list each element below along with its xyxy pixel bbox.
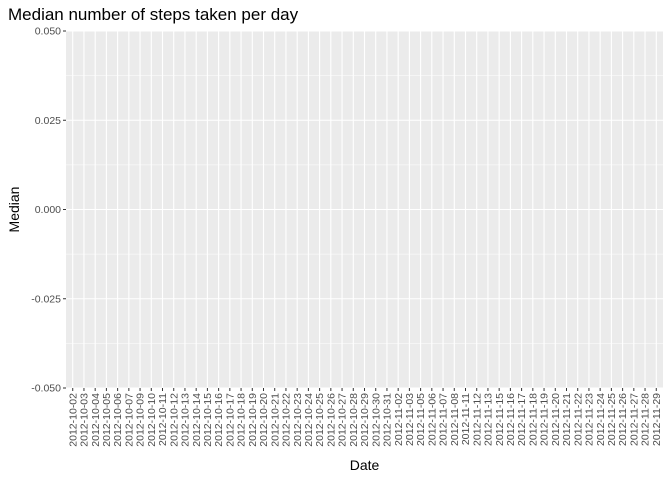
x-tick-label: 2012-10-30	[370, 393, 382, 447]
x-tick-label: 2012-11-03	[404, 393, 416, 446]
x-tick-label: 2012-10-04	[90, 393, 102, 447]
x-tick-label: 2012-11-06	[426, 393, 438, 446]
x-tick-label: 2012-10-23	[292, 393, 304, 447]
x-tick-label: 2012-11-07	[438, 393, 450, 446]
x-tick-label: 2012-10-26	[325, 393, 337, 447]
x-tick-label: 2012-10-18	[236, 393, 248, 447]
x-tick-label: 2012-11-28	[640, 393, 652, 446]
x-tick-label: 2012-10-21	[269, 393, 281, 447]
x-tick-label: 2012-10-19	[247, 393, 259, 447]
x-axis: 2012-10-02 2012-10-03 2012-10-04 2012-10-05…	[67, 388, 663, 447]
y-axis-title: Median	[6, 187, 22, 233]
x-tick-label: 2012-11-05	[415, 393, 427, 446]
y-tick-label: 0.025	[35, 115, 61, 127]
x-tick-label: 2012-11-12	[471, 393, 483, 446]
x-tick-label: 2012-10-13	[180, 393, 192, 447]
x-tick-label: 2012-11-27	[628, 393, 640, 446]
x-tick-label: 2012-11-24	[595, 393, 607, 446]
x-tick-label: 2012-10-06	[112, 393, 124, 447]
x-tick-label: 2012-11-02	[393, 393, 405, 446]
y-axis: -0.050 -0.025 0.000 0.025 0.050	[31, 26, 66, 395]
grid-major	[66, 30, 663, 389]
x-tick-label: 2012-11-20	[550, 393, 562, 446]
x-tick-label: 2012-10-07	[123, 393, 135, 447]
x-tick-label: 2012-10-28	[348, 393, 360, 447]
x-tick-label: 2012-11-13	[483, 393, 495, 446]
x-tick-label: 2012-10-16	[213, 393, 225, 447]
x-tick-label: 2012-11-22	[572, 393, 584, 446]
x-tick-label: 2012-11-26	[617, 393, 629, 446]
x-tick-label: 2012-10-02	[67, 393, 79, 447]
x-tick-label: 2012-10-20	[258, 393, 270, 447]
x-tick-label: 2012-11-18	[527, 393, 539, 446]
x-tick-label: 2012-11-21	[561, 393, 573, 446]
x-tick-label: 2012-10-29	[359, 393, 371, 447]
x-tick-label: 2012-10-03	[79, 393, 91, 447]
chart-title: Median number of steps taken per day	[8, 5, 299, 24]
x-tick-label: 2012-10-24	[303, 393, 315, 447]
x-tick-label: 2012-11-11	[460, 393, 472, 445]
x-tick-label: 2012-11-16	[505, 393, 517, 446]
x-tick-label: 2012-11-15	[494, 393, 506, 446]
x-tick-label: 2012-11-08	[449, 393, 461, 446]
x-tick-label: 2012-11-25	[606, 393, 618, 446]
x-tick-label: 2012-10-25	[314, 393, 326, 447]
x-tick-label: 2012-10-14	[191, 393, 203, 447]
y-tick-label: -0.050	[31, 383, 61, 395]
x-tick-label: 2012-10-12	[168, 393, 180, 447]
x-tick-label: 2012-10-05	[101, 393, 113, 447]
x-tick-label: 2012-10-11	[157, 393, 169, 446]
x-tick-label: 2012-11-17	[516, 393, 528, 446]
x-axis-title: Date	[350, 457, 380, 473]
x-tick-label: 2012-10-27	[337, 393, 349, 447]
x-tick-label: 2012-11-29	[651, 393, 663, 446]
y-tick-label: -0.025	[31, 293, 61, 305]
y-tick-label: 0.000	[35, 204, 61, 216]
x-tick-label: 2012-10-17	[224, 393, 236, 447]
y-tick-label: 0.050	[35, 26, 61, 38]
x-tick-label: 2012-10-31	[382, 393, 394, 447]
x-tick-label: 2012-10-09	[135, 393, 147, 447]
x-tick-label: 2012-10-22	[281, 393, 293, 447]
x-tick-label: 2012-10-10	[146, 393, 158, 447]
x-tick-label: 2012-11-19	[539, 393, 551, 446]
x-tick-label: 2012-11-23	[584, 393, 596, 446]
x-tick-label: 2012-10-15	[202, 393, 214, 447]
